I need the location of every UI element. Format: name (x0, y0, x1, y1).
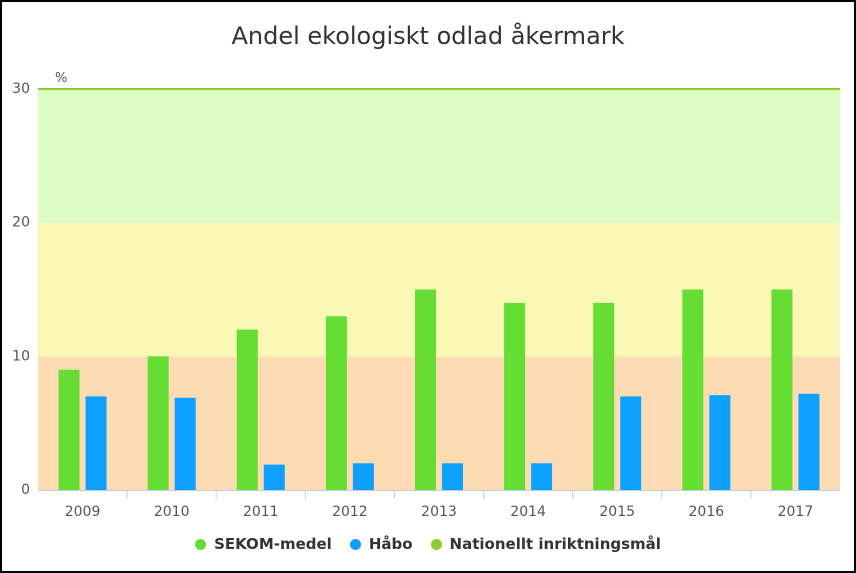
bar-habo-2014 (531, 463, 553, 490)
x-tick-label: 2017 (778, 504, 814, 520)
bar-sekom-2014 (504, 302, 526, 490)
plot-band-2 (38, 89, 840, 223)
chart-title: Andel ekologiskt odlad åkermark (231, 22, 625, 50)
bar-sekom-2009 (58, 369, 80, 490)
x-tick-label: 2010 (154, 504, 190, 520)
legend-marker-target (430, 538, 442, 550)
bar-sekom-2015 (593, 302, 615, 490)
y-tick-label: 10 (12, 348, 30, 364)
bar-habo-2017 (798, 393, 820, 490)
bar-sekom-2011 (236, 329, 258, 490)
plot-band-0 (38, 356, 840, 490)
y-tick-label: 20 (12, 215, 30, 231)
bar-sekom-2012 (325, 316, 347, 490)
bar-sekom-2010 (147, 356, 169, 490)
x-tick-label: 2014 (510, 504, 546, 520)
legend-marker-sekom (195, 538, 207, 550)
bar-sekom-2017 (771, 289, 793, 490)
legend-label-target: Nationellt inriktningsmål (449, 535, 661, 553)
legend-item-habo[interactable]: Håbo (349, 535, 413, 553)
x-tick-label: 2011 (243, 504, 279, 520)
x-tick-label: 2016 (689, 504, 725, 520)
y-tick-label: 30 (12, 81, 30, 97)
legend-label-habo: Håbo (368, 535, 413, 553)
legend-item-target[interactable]: Nationellt inriktningsmål (430, 535, 661, 553)
plot-band-1 (38, 222, 840, 357)
bar-habo-2012 (352, 463, 374, 490)
legend-item-sekom[interactable]: SEKOM-medel (195, 535, 332, 553)
x-tick-label: 2013 (421, 504, 457, 520)
bar-sekom-2013 (415, 289, 436, 490)
bar-habo-2010 (174, 397, 196, 490)
x-tick-label: 2009 (65, 504, 101, 520)
legend-label-sekom: SEKOM-medel (214, 535, 332, 553)
bar-habo-2011 (263, 464, 285, 490)
bar-habo-2009 (85, 396, 107, 490)
x-tick-label: 2012 (332, 504, 368, 520)
x-tick-label: 2015 (599, 504, 635, 520)
y-axis-unit-label: % (55, 71, 67, 86)
bar-habo-2015 (620, 396, 642, 490)
legend-marker-habo (349, 538, 361, 550)
bar-habo-2016 (709, 395, 731, 490)
bar-sekom-2016 (682, 289, 704, 490)
bar-habo-2013 (442, 463, 463, 490)
y-tick-label: 0 (21, 482, 30, 498)
chart-legend: SEKOM-medel Håbo Nationellt inriktningsm… (0, 535, 856, 553)
